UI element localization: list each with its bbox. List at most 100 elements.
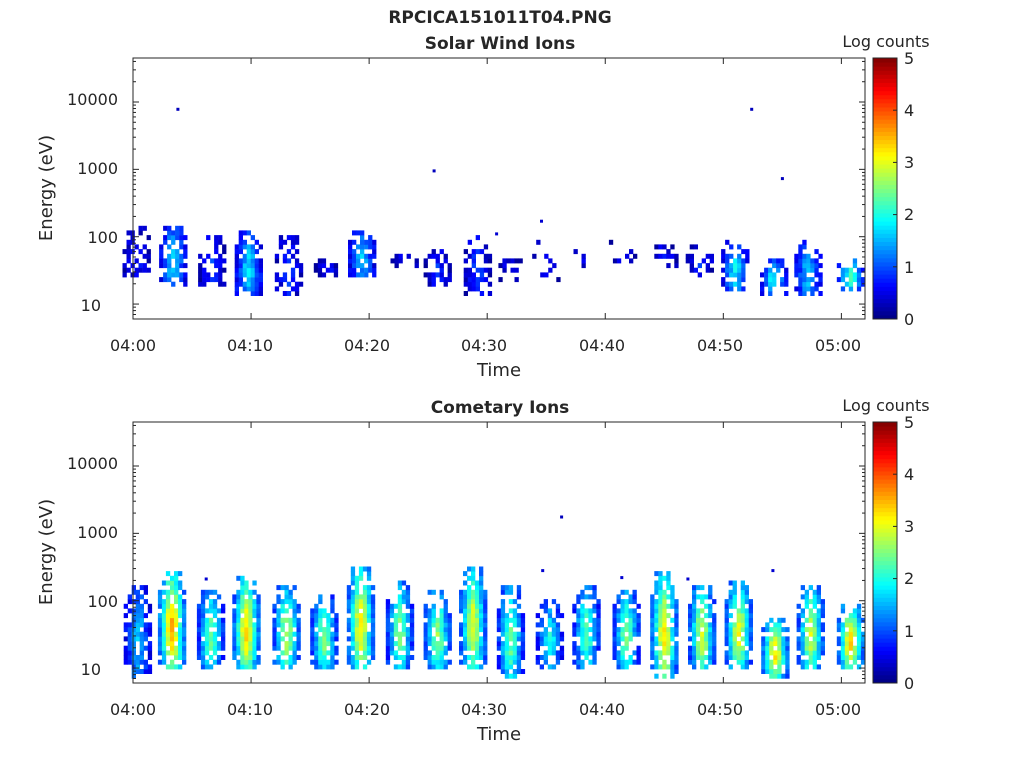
- spectrogram-cell: [700, 636, 705, 642]
- spectrogram-cell: [427, 627, 432, 633]
- spectrogram-cell: [724, 636, 729, 642]
- spectrogram-cell: [290, 277, 296, 283]
- spectrogram-cell: [360, 253, 365, 259]
- spectrogram-cell: [674, 664, 679, 670]
- spectrogram-cell: [278, 239, 284, 245]
- spectrogram-cell: [632, 659, 637, 665]
- y-tick-label: 1000: [77, 523, 118, 542]
- spectrogram-cell: [139, 603, 144, 609]
- spectrogram-cell: [389, 627, 395, 633]
- spectrogram-cell: [518, 258, 523, 264]
- colorbar-ticks: [893, 57, 897, 320]
- spectrogram-cell: [500, 622, 506, 628]
- spectrogram-cell: [397, 631, 403, 637]
- spectrogram-cell: [748, 627, 753, 633]
- spectrogram-cell: [572, 645, 577, 651]
- spectrogram-cell: [820, 645, 825, 651]
- spectrogram-cell: [666, 594, 671, 600]
- spectrogram-cell: [816, 622, 821, 628]
- spectrogram-cell: [701, 258, 706, 264]
- spectrogram-cell: [740, 580, 745, 586]
- spectrogram-cell: [394, 258, 399, 264]
- spectrogram-cell: [322, 664, 327, 670]
- spectrogram-cell: [836, 627, 842, 633]
- spectrogram-cell: [552, 263, 557, 269]
- spectrogram-cell: [204, 577, 208, 581]
- spectrogram-cell: [276, 599, 281, 605]
- spectrogram-cell: [439, 594, 444, 600]
- spectrogram-cell: [532, 253, 537, 259]
- spectrogram-cell: [174, 580, 179, 586]
- spectrogram-cell: [294, 281, 300, 287]
- spectrogram-cell: [471, 645, 476, 651]
- spectrogram-cell: [362, 641, 368, 647]
- spectrogram-cell: [736, 608, 741, 614]
- spectrogram-cell: [670, 669, 675, 674]
- spectrogram-cell: [175, 267, 180, 273]
- spectrogram-cell: [812, 589, 817, 595]
- spectrogram-cell: [736, 613, 741, 619]
- spectrogram-cell: [214, 249, 219, 255]
- spectrogram-cell: [250, 253, 255, 259]
- x-tick-label: 05:00: [815, 700, 861, 719]
- spectrogram-cell: [812, 599, 817, 605]
- colorbar-step: [873, 111, 897, 116]
- spectrogram-cell: [131, 599, 136, 605]
- spectrogram-cell: [741, 263, 746, 269]
- spectrogram-cell: [852, 627, 858, 633]
- spectrogram-cell: [346, 617, 352, 623]
- spectrogram-cell: [170, 608, 175, 614]
- spectrogram-cell: [467, 617, 472, 623]
- spectrogram-cell: [142, 225, 147, 231]
- spectrogram-cell: [216, 655, 222, 660]
- spectrogram-cell: [216, 627, 222, 633]
- spectrogram-cell: [165, 594, 171, 600]
- spectrogram-cell: [856, 281, 862, 287]
- spectrogram-cell: [366, 608, 372, 614]
- spectrogram-cell: [178, 627, 183, 633]
- spectrogram-cell: [551, 650, 557, 656]
- spectrogram-cell: [705, 263, 710, 269]
- spectrogram-cell: [258, 277, 263, 283]
- spectrogram-cell: [733, 267, 738, 273]
- spectrogram-cell: [748, 636, 753, 642]
- spectrogram-cell: [794, 263, 799, 269]
- spectrogram-cell: [208, 599, 214, 605]
- spectrogram-cell: [700, 645, 705, 651]
- spectrogram-cell: [612, 636, 617, 642]
- spectrogram-cell: [175, 230, 180, 236]
- spectrogram-cell: [330, 645, 335, 651]
- spectrogram-cell: [389, 608, 395, 614]
- spectrogram-cell: [512, 641, 518, 647]
- spectrogram-cell: [769, 617, 774, 623]
- spectrogram-cell: [733, 272, 738, 278]
- spectrogram-cell: [704, 636, 709, 642]
- spectrogram-cell: [666, 263, 671, 269]
- colorbar-step: [873, 208, 897, 214]
- spectrogram-cell: [165, 636, 171, 642]
- spectrogram-cell: [848, 267, 854, 273]
- colorbar-step: [873, 658, 897, 664]
- spectrogram-cell: [772, 277, 777, 283]
- spectrogram-cell: [555, 627, 561, 633]
- spectrogram-cell: [674, 258, 679, 264]
- spectrogram-cell: [250, 286, 255, 292]
- spectrogram-cell: [409, 622, 415, 628]
- colorbar-step: [873, 314, 897, 320]
- spectrogram-cell: [475, 580, 480, 586]
- spectrogram-cell: [471, 655, 476, 660]
- spectrogram-cell: [165, 627, 171, 633]
- spectrogram-cell: [471, 258, 476, 264]
- spectrogram-cell: [443, 613, 448, 619]
- spectrogram-cell: [218, 263, 223, 269]
- spectrogram-cell: [800, 622, 805, 628]
- spectrogram-cell: [280, 636, 285, 642]
- spectrogram-cell: [650, 603, 655, 609]
- spectrogram-cell: [282, 253, 288, 259]
- spectrogram-cell: [443, 650, 448, 656]
- spectrogram-cell: [431, 622, 436, 628]
- spectrogram-cell: [658, 594, 663, 600]
- spectrogram-cell: [252, 603, 257, 609]
- spectrogram-cell: [852, 622, 858, 628]
- spectrogram-cell: [385, 645, 391, 651]
